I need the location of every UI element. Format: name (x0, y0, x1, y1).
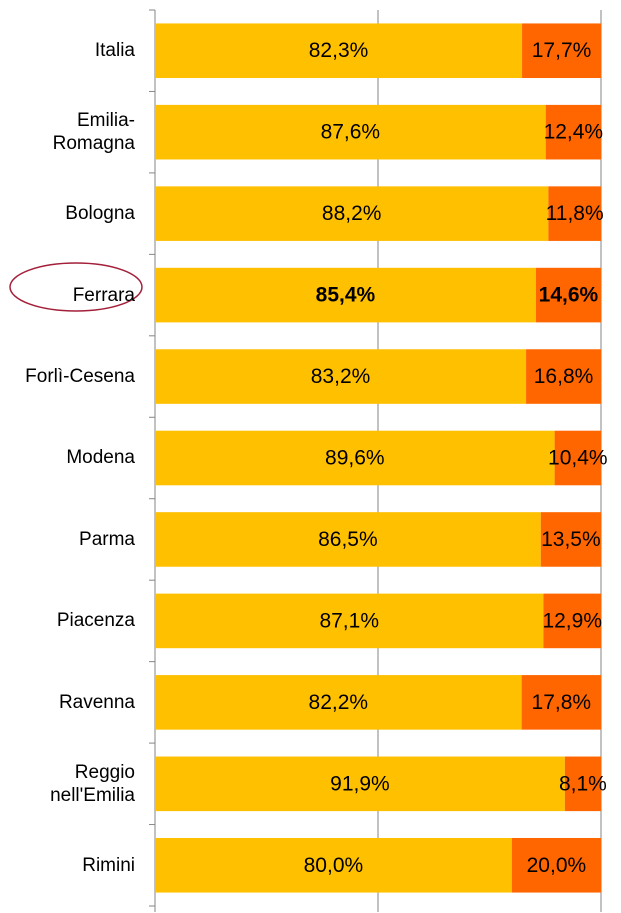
y-tick-label: Ferrara (72, 284, 135, 306)
bar-segment (535, 267, 601, 323)
bar-segment (155, 756, 565, 812)
bar-segment (155, 837, 512, 893)
value-label: 8,1% (559, 772, 607, 795)
value-label: 20,0% (527, 854, 587, 877)
value-label: 83,2% (311, 365, 371, 388)
highlight-ellipse (9, 262, 143, 312)
value-label: 80,0% (304, 854, 364, 877)
y-tick-label: Forlì-Cesena (25, 366, 135, 388)
value-label: 86,5% (318, 528, 378, 551)
value-label: 12,9% (542, 609, 602, 632)
value-label: 87,6% (321, 121, 381, 144)
value-label: 14,6% (539, 284, 599, 307)
bar-segment (155, 267, 536, 323)
bar-segment (545, 104, 601, 160)
bar-segment (155, 104, 546, 160)
y-tick-label: Bologna (65, 203, 135, 225)
y-tick-label: Italia (94, 40, 135, 62)
value-label: 11,8% (546, 202, 604, 225)
bar-segment (155, 349, 527, 404)
y-tick-label: Parma (79, 528, 135, 550)
value-label: 85,4% (316, 284, 376, 307)
value-label: 10,4% (548, 447, 608, 470)
bar-segment (554, 430, 601, 486)
value-label: 91,9% (330, 772, 390, 795)
value-label: 12,4% (544, 121, 604, 144)
y-tick-label: Ravenna (58, 691, 135, 713)
bar-segment (155, 186, 549, 241)
value-label: 13,5% (541, 528, 601, 551)
bar-segment (540, 512, 601, 567)
bar-segment (548, 186, 601, 241)
y-tick-label: Reggio nell'Emilia (50, 761, 135, 806)
y-tick-label: Piacenza (56, 610, 135, 632)
value-label: 87,1% (319, 609, 379, 632)
value-label: 82,3% (309, 39, 369, 62)
value-label: 88,2% (322, 202, 382, 225)
bar-segment (543, 593, 601, 649)
y-tick-label: Emilia-Romagna (52, 110, 135, 155)
bar-segment (521, 675, 601, 730)
value-label: 17,7% (532, 39, 592, 62)
y-tick-label: Rimini (82, 854, 135, 876)
value-label: 17,8% (532, 691, 592, 714)
value-label: 82,2% (309, 691, 369, 714)
bar-segment (155, 512, 541, 567)
value-label: 16,8% (534, 365, 594, 388)
value-label: 89,6% (325, 447, 385, 470)
bar-segment (155, 675, 522, 730)
bar-segment (155, 593, 544, 649)
bar-segment (155, 430, 555, 486)
bar-segment (155, 23, 523, 79)
bar-segment (526, 349, 601, 404)
bar-segment (522, 23, 601, 79)
bar-segment (564, 756, 601, 812)
bar-segment (511, 837, 601, 893)
y-tick-label: Modena (66, 447, 135, 469)
